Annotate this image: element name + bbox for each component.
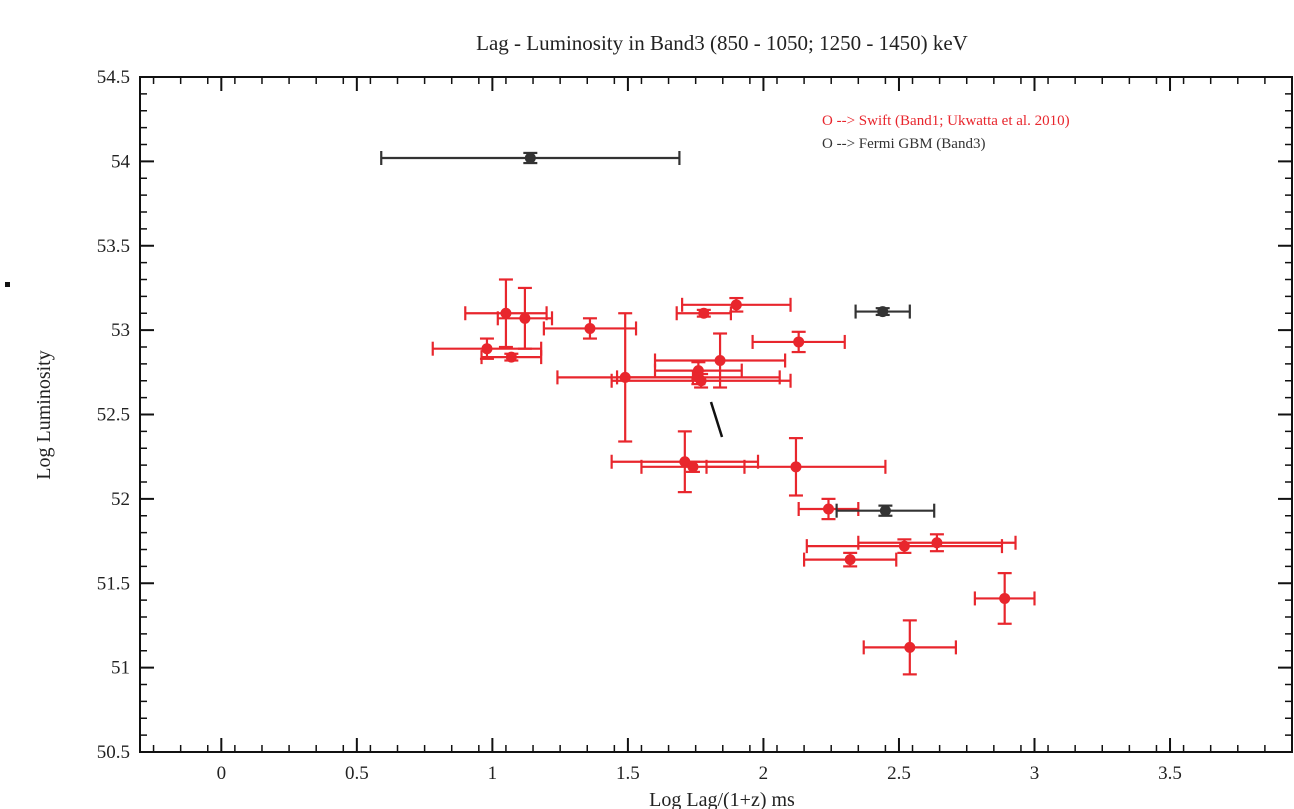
- x-tick-label: 1.5: [616, 763, 640, 784]
- series-fermi: [380, 151, 936, 518]
- marker: [730, 299, 742, 311]
- data-point: [751, 330, 846, 354]
- data-point: [705, 437, 887, 497]
- marker: [698, 307, 710, 319]
- data-point: [973, 572, 1036, 625]
- x-tick-label: 0: [217, 763, 227, 784]
- y-tick-label: 54.5: [97, 67, 130, 88]
- y-tick-label: 52: [111, 489, 130, 510]
- x-tick-label: 2.5: [887, 763, 911, 784]
- marker: [519, 312, 531, 324]
- data-point: [681, 296, 792, 313]
- marker: [500, 307, 512, 319]
- y-axis-ticks: 50.5 51 51.5 52 52.5 53 53.5 54 54.5: [97, 67, 1292, 763]
- chart-title: Lag - Luminosity in Band3 (850 - 1050; 1…: [476, 31, 968, 55]
- x-tick-label: 3.5: [1158, 763, 1182, 784]
- x-axis-ticks: 0 0.5 1 1.5 2 2.5 3 3.5: [152, 77, 1266, 784]
- y-tick-label: 53: [111, 320, 130, 341]
- marker: [505, 351, 517, 363]
- data-point: [380, 151, 681, 165]
- y-tick-label: 54: [111, 151, 131, 172]
- data-point: [862, 619, 957, 676]
- y-tick-label: 51: [111, 658, 130, 679]
- marker: [714, 355, 726, 366]
- data-point: [857, 533, 1017, 553]
- series-swift: [431, 278, 1036, 676]
- data-point: [610, 372, 792, 389]
- x-tick-label: 1: [488, 763, 498, 784]
- data-point: [805, 538, 1004, 554]
- data-point: [653, 332, 787, 389]
- marker: [790, 461, 802, 473]
- stray-dot-mark: [5, 282, 10, 287]
- marker: [584, 322, 596, 334]
- data-point: [854, 304, 911, 319]
- y-axis-title: Log Luminosity: [33, 350, 55, 479]
- legend: O --> Swift (Band1; Ukwatta et al. 2010)…: [822, 113, 1070, 152]
- data-point: [431, 337, 543, 360]
- data-point: [835, 503, 936, 518]
- data-point: [802, 551, 898, 568]
- data-point: [480, 350, 543, 365]
- data-point: [542, 317, 638, 340]
- y-tick-label: 52.5: [97, 405, 130, 426]
- marker: [687, 461, 699, 473]
- stray-slash-mark: [709, 401, 724, 438]
- legend-entry-swift: O --> Swift (Band1; Ukwatta et al. 2010): [822, 113, 1070, 129]
- x-tick-label: 0.5: [345, 763, 369, 784]
- data-point: [675, 306, 733, 321]
- data-point: [464, 278, 548, 349]
- marker: [844, 554, 856, 566]
- marker: [481, 343, 493, 355]
- data-point: [610, 430, 760, 494]
- x-axis-title: Log Lag/(1+z) ms: [649, 789, 795, 809]
- y-tick-label: 51.5: [97, 573, 130, 594]
- data-point: [496, 286, 554, 350]
- marker: [877, 306, 889, 318]
- x-tick-label: 3: [1030, 763, 1040, 784]
- marker: [822, 503, 834, 515]
- legend-entry-fermi: O --> Fermi GBM (Band3): [822, 136, 985, 152]
- marker: [898, 540, 910, 552]
- marker: [524, 152, 536, 164]
- marker: [879, 505, 891, 517]
- data-point: [797, 497, 860, 521]
- x-tick-label: 2: [759, 763, 769, 784]
- marker: [695, 375, 707, 387]
- series-layer: [380, 151, 1036, 676]
- marker: [999, 592, 1011, 604]
- y-tick-label: 53.5: [97, 236, 130, 257]
- y-tick-label: 50.5: [97, 742, 130, 763]
- marker: [904, 641, 916, 653]
- marker: [793, 336, 805, 348]
